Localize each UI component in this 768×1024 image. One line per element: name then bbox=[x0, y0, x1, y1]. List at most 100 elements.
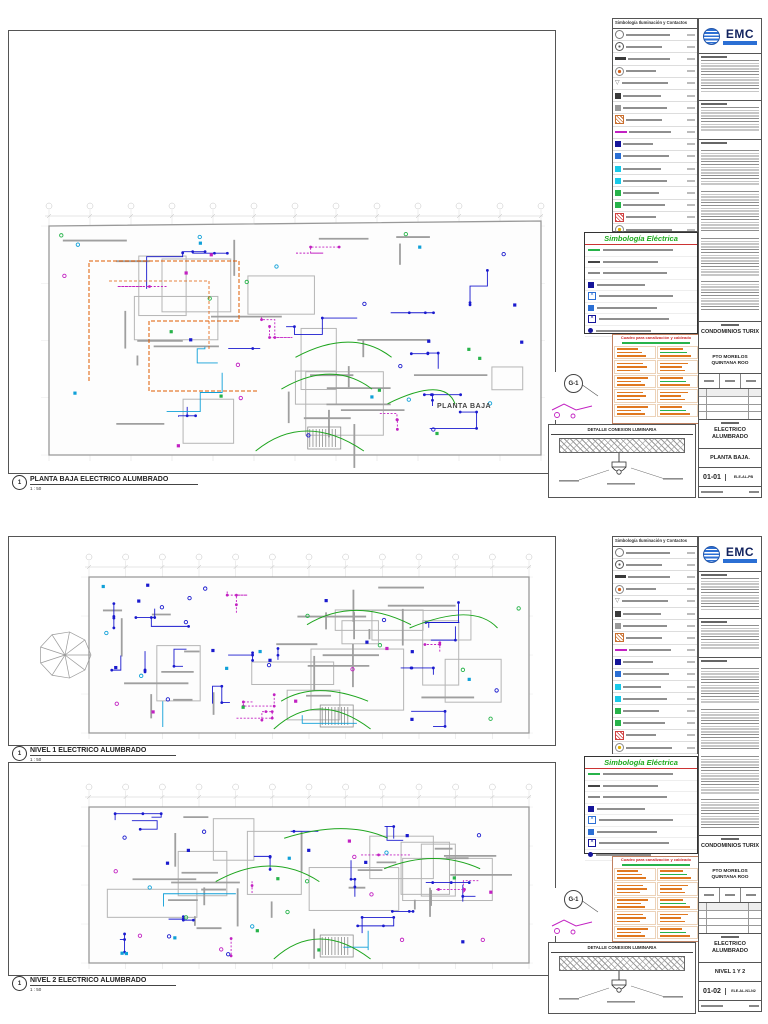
notes-paragraph bbox=[701, 668, 759, 704]
tv-outlet-icon: ▽ bbox=[615, 79, 620, 86]
cable-schedule-cell bbox=[614, 911, 656, 925]
notes-paragraph bbox=[701, 756, 759, 794]
legend-row bbox=[613, 102, 697, 115]
micro-text-block bbox=[701, 578, 759, 610]
legend-row bbox=[613, 584, 697, 596]
luminaire-sketch bbox=[559, 453, 683, 485]
recessed-lamp-icon bbox=[615, 42, 624, 52]
g1-label: G-1 bbox=[568, 896, 579, 903]
legend-electrica-row: × bbox=[585, 314, 697, 326]
concrete-slab-hatch bbox=[559, 438, 685, 453]
plan-frame-nivel-2 bbox=[8, 762, 556, 976]
cable-schedule-cell bbox=[656, 374, 698, 389]
emc-logo: EMC bbox=[699, 19, 761, 54]
switch-single-icon bbox=[615, 708, 621, 715]
scale-drawn-box bbox=[699, 888, 761, 903]
cable-schedule-subtitle-bar bbox=[622, 342, 690, 345]
legend-electrica-row bbox=[585, 769, 697, 781]
led-strip-icon bbox=[615, 575, 626, 579]
box-heading-bar bbox=[721, 936, 739, 938]
legend-row bbox=[613, 127, 697, 139]
project-name-box: CONDOMINIOS TURIX bbox=[699, 836, 761, 863]
register-box-icon bbox=[588, 304, 594, 311]
box-heading-bar bbox=[701, 621, 728, 623]
sheet-subtitle-box: PLANTA BAJA. bbox=[699, 449, 761, 468]
junction-box-icon bbox=[588, 281, 594, 288]
wall-sconce-icon bbox=[615, 66, 624, 76]
cable-schedule-cell bbox=[656, 345, 698, 360]
sheet-subtitle: NIVEL 1 Y 2 bbox=[714, 969, 746, 975]
micro-text-block bbox=[701, 60, 759, 92]
ground-node-icon bbox=[588, 328, 593, 334]
owner-info-box bbox=[699, 101, 761, 140]
view-number-bubble: 1 bbox=[12, 475, 27, 490]
cable-schedule-subtitle-bar bbox=[622, 864, 690, 867]
revision-row bbox=[699, 910, 761, 919]
legend-row bbox=[613, 175, 697, 188]
legend-row bbox=[613, 41, 697, 54]
detail-title: DETALLE CONEXION LUMINARIA bbox=[551, 945, 693, 953]
box-heading-bar bbox=[701, 103, 728, 105]
legend-row bbox=[613, 608, 697, 621]
plan-label-planta-baja: PLANTA BAJA bbox=[437, 403, 492, 410]
legend-electrica-row bbox=[585, 792, 697, 804]
view-number: 1 bbox=[17, 750, 22, 757]
box-heading-bar bbox=[721, 422, 739, 424]
scale-drawn-box bbox=[699, 374, 761, 389]
view-title-text: NIVEL 2 ELECTRICO ALUMBRADO bbox=[30, 976, 177, 986]
view-scale-text: 1 : 50 bbox=[30, 486, 42, 491]
cable-schedule-grid bbox=[614, 867, 698, 940]
view-title-nivel-2: 1 NIVEL 2 ELECTRICO ALUMBRADO 1 : 50 bbox=[12, 976, 177, 992]
project-name-box: CONDOMINIOS TURIX bbox=[699, 322, 761, 349]
location-line2: QUINTANA ROO bbox=[711, 875, 749, 880]
switch-single-icon bbox=[615, 190, 621, 197]
cable-schedule-cell bbox=[614, 896, 656, 911]
legend-electrica-row bbox=[585, 268, 697, 280]
legend-electrica-row bbox=[585, 245, 697, 257]
sheet-discipline-box: ELECTRICO ALUMBRADO bbox=[699, 420, 761, 449]
sheet-discipline: ELECTRICO ALUMBRADO bbox=[711, 427, 749, 440]
recessed-lamp-icon bbox=[615, 560, 624, 570]
legend-row bbox=[613, 151, 697, 164]
panel-board-icon bbox=[615, 212, 624, 222]
legend-electrica: Simbología Eléctrica × × bbox=[584, 756, 698, 861]
panel-icon: × bbox=[588, 315, 596, 324]
print-info-strip bbox=[699, 487, 761, 497]
outlet-220v-icon bbox=[615, 659, 621, 666]
extractor-icon bbox=[615, 115, 624, 125]
revision-header-row bbox=[699, 903, 761, 911]
emergency-lamp-icon bbox=[615, 743, 624, 753]
view-scale-text: 1 : 50 bbox=[30, 987, 42, 992]
legend-row bbox=[613, 139, 697, 151]
box-heading-bar bbox=[701, 574, 728, 576]
cable-schedule-cell bbox=[614, 867, 656, 882]
legend-row bbox=[613, 90, 697, 103]
floor-plan-planta-baja bbox=[41, 202, 545, 468]
view-title-text: NIVEL 1 ELECTRICO ALUMBRADO bbox=[30, 746, 177, 756]
wire-neutral-icon bbox=[588, 260, 600, 263]
legend-row bbox=[613, 742, 697, 755]
ceiling-box-icon: × bbox=[588, 816, 596, 825]
outlet-gfci-icon bbox=[615, 165, 621, 172]
speaker-icon bbox=[615, 610, 621, 617]
cable-schedule-cell bbox=[656, 403, 698, 418]
sheet-number: 01-02 bbox=[699, 987, 726, 995]
sheet-number-box: 01-01 ELE-AL-PB bbox=[699, 468, 761, 487]
circuit-run-icon bbox=[615, 131, 627, 134]
location-line1: PTO MORELOS bbox=[712, 869, 748, 875]
box-heading-bar bbox=[720, 324, 740, 326]
cable-schedule-cell bbox=[656, 360, 698, 374]
cable-schedule-cell bbox=[614, 389, 656, 403]
surface-lamp-icon bbox=[615, 30, 624, 40]
legend-electrica: Simbología Eléctrica × × bbox=[584, 232, 698, 337]
sheet-discipline-box: ELECTRICO ALUMBRADO bbox=[699, 934, 761, 963]
g1-label: G-1 bbox=[568, 380, 579, 387]
legend-electrica-row: × bbox=[585, 815, 697, 827]
legend-electrica-row bbox=[585, 303, 697, 314]
revision-table bbox=[699, 389, 761, 420]
cable-schedule-cell bbox=[614, 374, 656, 389]
legend-electrica-row bbox=[585, 804, 697, 815]
concrete-slab-hatch bbox=[559, 956, 685, 971]
luminaire-detail: DETALLE CONEXION LUMINARIA bbox=[548, 942, 696, 1014]
switch-double-icon bbox=[615, 720, 621, 727]
